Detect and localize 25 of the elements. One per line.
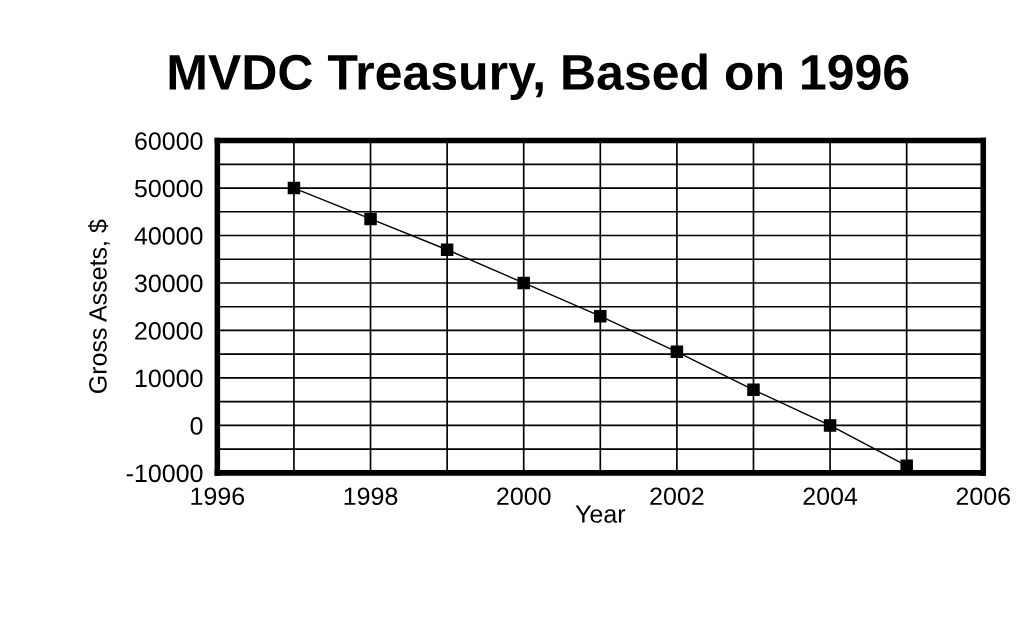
- point: [287, 181, 301, 195]
- y-tick-label: 60000: [135, 132, 203, 150]
- x-tick-label: 2004: [803, 487, 858, 506]
- x-tick-label: 2006: [956, 487, 1010, 506]
- y-tick-label: 50000: [134, 179, 203, 198]
- x-tick-label: 1996: [191, 487, 245, 506]
- point: [670, 345, 684, 359]
- chart-title: MVDC Treasury, Based on 1996: [169, 53, 909, 100]
- y-tick-label: -10000: [126, 464, 203, 483]
- point: [594, 309, 607, 323]
- y-tick-label: 10000: [135, 369, 203, 388]
- point: [747, 383, 760, 397]
- x-tick-label: 1998: [344, 487, 398, 506]
- point: [440, 243, 454, 257]
- x-tick-label: 2002: [650, 487, 704, 506]
- y-tick-label: 20000: [135, 322, 203, 340]
- point: [823, 419, 837, 432]
- y-tick-label: 40000: [134, 227, 203, 245]
- point: [364, 212, 377, 226]
- x-tick-label: 2000: [497, 487, 551, 506]
- y-tick-label: 30000: [134, 274, 203, 293]
- y-axis-title: Gross Assets, $: [88, 219, 110, 393]
- point: [517, 276, 530, 290]
- x-axis-title: Year: [575, 505, 626, 523]
- y-tick-label: 0: [190, 416, 203, 435]
